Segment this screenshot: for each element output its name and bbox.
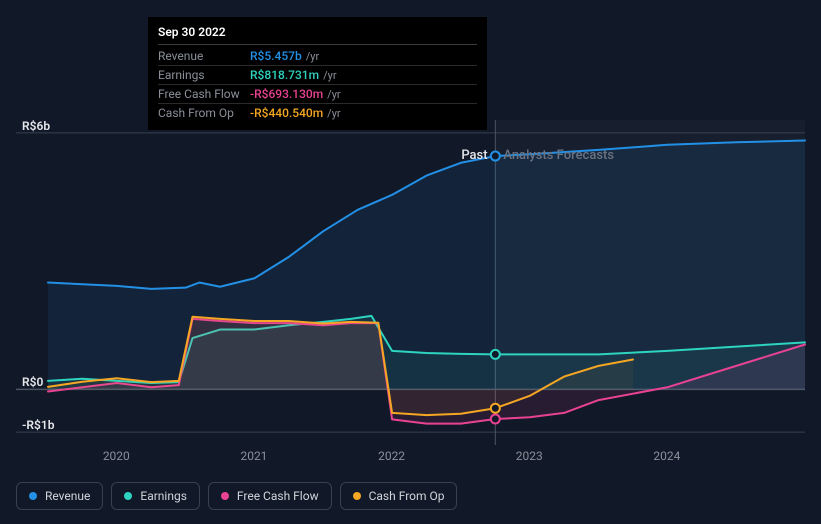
x-axis-label: 2021 bbox=[240, 449, 267, 463]
tooltip-row: Revenue R$5.457b /yr bbox=[158, 47, 477, 66]
tooltip-suffix: /yr bbox=[327, 107, 340, 120]
x-axis-label: 2024 bbox=[653, 449, 680, 463]
legend-dot bbox=[353, 492, 361, 500]
tooltip-label: Free Cash Flow bbox=[158, 87, 250, 101]
tooltip-row: Earnings R$818.731m /yr bbox=[158, 66, 477, 85]
region-label-past: Past bbox=[461, 148, 487, 163]
tooltip-label: Revenue bbox=[158, 49, 250, 63]
legend-dot bbox=[29, 492, 37, 500]
tooltip-date: Sep 30 2022 bbox=[158, 25, 477, 45]
tooltip-value: -R$693.130m bbox=[250, 87, 323, 101]
x-axis-label: 2020 bbox=[103, 449, 130, 463]
y-axis-label: R$0 bbox=[22, 375, 43, 389]
tooltip-label: Cash From Op bbox=[158, 106, 250, 120]
x-axis-label: 2023 bbox=[516, 449, 543, 463]
tooltip-value: R$5.457b bbox=[250, 49, 302, 63]
chart-legend: Revenue Earnings Free Cash Flow Cash Fro… bbox=[16, 482, 457, 510]
tooltip-row: Cash From Op -R$440.540m /yr bbox=[158, 104, 477, 122]
tooltip-suffix: /yr bbox=[323, 69, 336, 82]
y-axis-label: R$6b bbox=[22, 119, 50, 133]
tooltip-suffix: /yr bbox=[327, 88, 340, 101]
financial-chart: Sep 30 2022 Revenue R$5.457b /yr Earning… bbox=[0, 0, 821, 524]
tooltip-label: Earnings bbox=[158, 68, 250, 82]
legend-item-fcf[interactable]: Free Cash Flow bbox=[208, 482, 332, 510]
tooltip-suffix: /yr bbox=[306, 50, 319, 63]
x-axis-label: 2022 bbox=[378, 449, 405, 463]
legend-label: Free Cash Flow bbox=[237, 489, 319, 503]
legend-dot bbox=[221, 492, 229, 500]
legend-label: Earnings bbox=[140, 489, 187, 503]
y-axis-label: -R$1b bbox=[22, 418, 54, 432]
tooltip-row: Free Cash Flow -R$693.130m /yr bbox=[158, 85, 477, 104]
tooltip-value: R$818.731m bbox=[250, 68, 319, 82]
chart-tooltip: Sep 30 2022 Revenue R$5.457b /yr Earning… bbox=[148, 17, 487, 130]
legend-item-cfo[interactable]: Cash From Op bbox=[340, 482, 458, 510]
legend-label: Revenue bbox=[45, 489, 90, 503]
legend-item-earnings[interactable]: Earnings bbox=[111, 482, 200, 510]
tooltip-value: -R$440.540m bbox=[250, 106, 323, 120]
legend-dot bbox=[124, 492, 132, 500]
legend-item-revenue[interactable]: Revenue bbox=[16, 482, 103, 510]
legend-label: Cash From Op bbox=[369, 489, 445, 503]
region-label-forecast: Analysts Forecasts bbox=[503, 148, 614, 163]
